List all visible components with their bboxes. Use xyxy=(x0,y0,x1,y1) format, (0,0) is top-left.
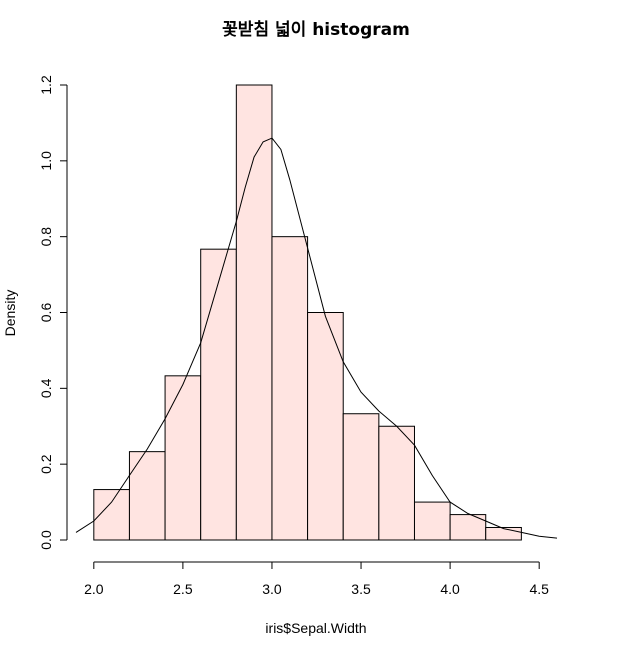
x-axis-label: iris$Sepal.Width xyxy=(265,620,366,636)
histogram-bar-6 xyxy=(271,236,309,541)
histogram-bar-3 xyxy=(164,375,202,541)
density-curve xyxy=(75,137,558,539)
y-tick-label: 0.4 xyxy=(38,378,54,398)
x-tick-label: 2.0 xyxy=(84,581,104,597)
histogram-bar-9 xyxy=(378,425,415,541)
y-tick-label: 1.2 xyxy=(38,75,54,95)
x-tick-label: 2.5 xyxy=(173,581,193,597)
y-tick-label: 1.0 xyxy=(38,151,54,171)
histogram-bar-5 xyxy=(235,84,273,541)
y-tick-label: 0.8 xyxy=(38,227,54,247)
y-tick-label: 0.6 xyxy=(38,303,54,323)
histogram-bar-7 xyxy=(307,312,344,541)
x-axis: 2.0 2.5 3.0 3.5 4.0 4.5 xyxy=(84,561,549,597)
y-tick-label: 0.2 xyxy=(38,454,54,474)
histogram-bars xyxy=(93,84,522,541)
histogram-bar-12 xyxy=(485,526,522,541)
y-axis-label: Density xyxy=(2,290,18,337)
histogram-bar-8 xyxy=(342,413,380,541)
x-tick-label: 3.5 xyxy=(351,581,371,597)
x-tick-label: 4.5 xyxy=(529,581,549,597)
x-tick-label: 3.0 xyxy=(262,581,282,597)
x-tick-label: 4.0 xyxy=(440,581,460,597)
y-axis: 0.0 0.2 0.4 0.6 0.8 1.0 1.2 xyxy=(38,75,68,550)
histogram-bar-2 xyxy=(128,451,166,541)
histogram-bar-10 xyxy=(413,501,451,541)
y-tick-label: 0.0 xyxy=(38,530,54,550)
chart-title: 꽃받침 넓이 histogram xyxy=(222,19,410,40)
histogram-bar-4 xyxy=(200,248,237,541)
